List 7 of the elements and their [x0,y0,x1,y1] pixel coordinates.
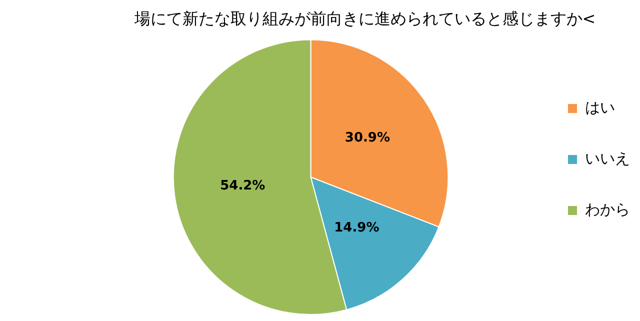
legend-label: いいえ [585,149,630,168]
legend-label: はい [585,98,615,116]
data-label: 54.2% [220,178,266,194]
data-label: 14.9% [334,220,380,236]
data-label: 30.9% [344,130,390,146]
chart-title: 場にて新たな取り組みが前向きに進められていると感じますか< [133,8,596,28]
legend-label: わから [585,200,630,218]
